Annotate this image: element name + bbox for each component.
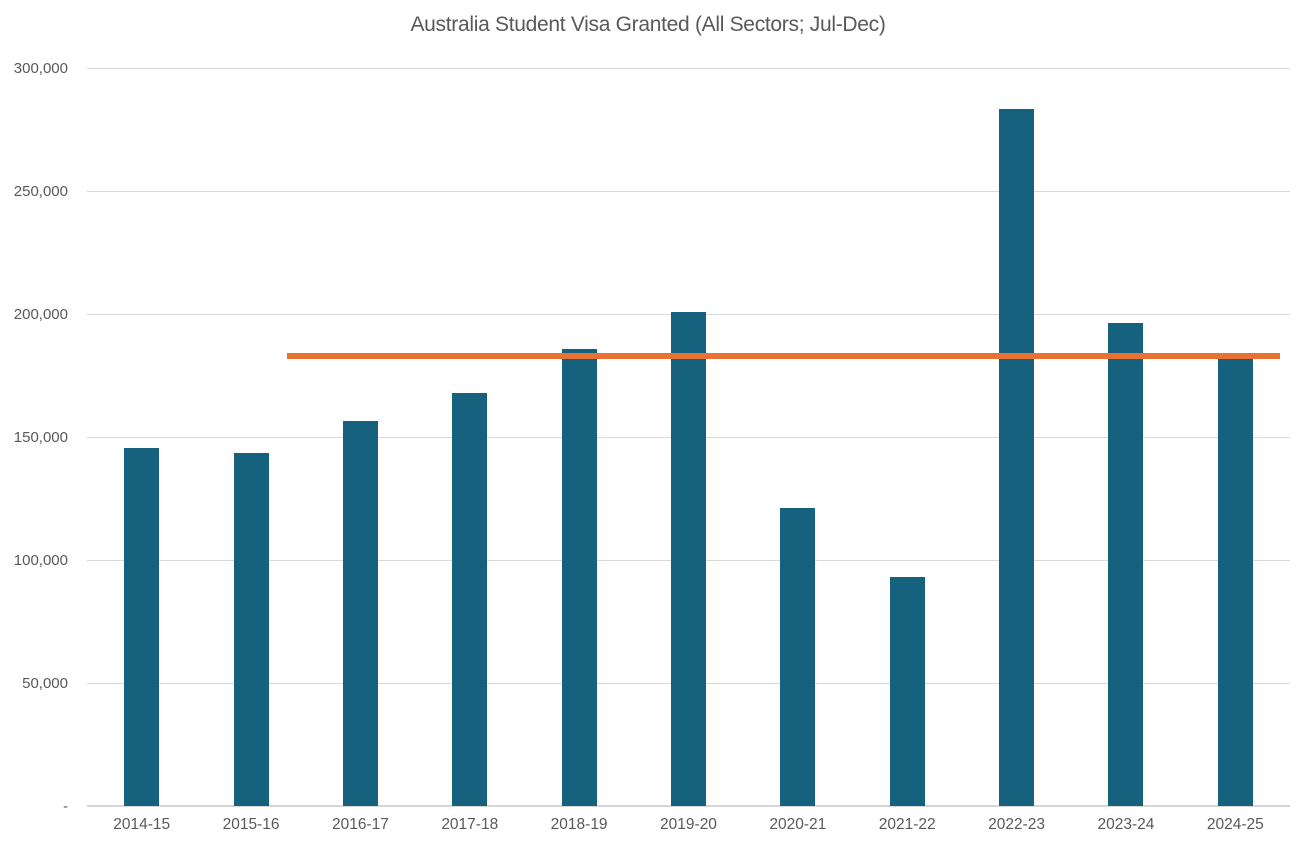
x-axis-line (87, 805, 1290, 807)
x-tick-label: 2022-23 (988, 816, 1046, 833)
y-tick-label: 250,000 (13, 182, 68, 200)
reference-line (287, 353, 1280, 359)
bar-2022-23 (999, 108, 1035, 806)
x-tick-label: 2023-24 (1097, 816, 1155, 833)
bar-2016-17 (342, 420, 378, 806)
bar-2021-22 (889, 576, 925, 806)
x-tick-label: 2016-17 (331, 816, 389, 833)
y-tick-label: 100,000 (13, 551, 68, 569)
bar-2020-21 (780, 508, 816, 806)
x-tick-label: 2024-25 (1206, 816, 1264, 833)
gridline (87, 191, 1290, 192)
bar-2023-24 (1108, 323, 1144, 806)
chart-title: Australia Student Visa Granted (All Sect… (410, 13, 886, 36)
bar-2017-18 (452, 392, 488, 806)
x-tick-label: 2015-16 (222, 816, 280, 833)
gridline (87, 68, 1290, 69)
bar-2014-15 (124, 447, 160, 806)
bar-2019-20 (671, 312, 706, 806)
y-tick-label: - (63, 797, 68, 815)
bar-2018-19 (561, 349, 597, 806)
x-tick-label: 2017-18 (441, 816, 499, 833)
x-tick-label: 2018-19 (550, 816, 608, 833)
y-tick-label: 150,000 (13, 428, 68, 446)
y-tick-label: 300,000 (13, 59, 68, 77)
x-tick-label: 2020-21 (769, 816, 827, 833)
bar-2024-25 (1217, 358, 1253, 806)
x-tick-label: 2019-20 (660, 816, 717, 833)
x-tick-label: 2014-15 (113, 816, 171, 833)
y-tick-label: 200,000 (13, 305, 68, 323)
x-tick-label: 2021-22 (878, 816, 936, 833)
y-tick-label: 50,000 (22, 674, 68, 692)
bar-2015-16 (233, 452, 269, 806)
